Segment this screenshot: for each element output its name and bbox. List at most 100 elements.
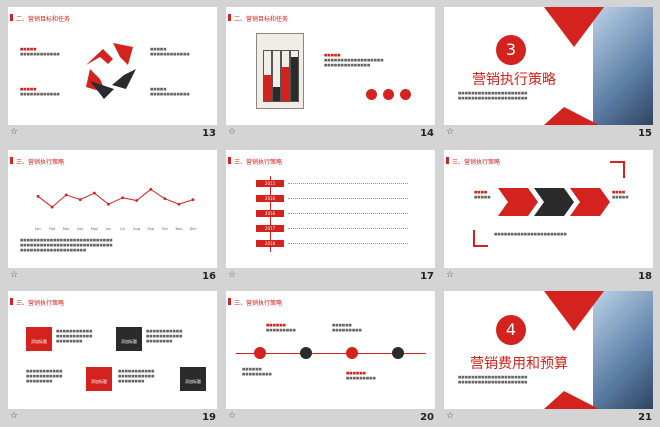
star-icon[interactable]: ☆: [228, 270, 237, 280]
data-point: [50, 205, 54, 209]
star-icon[interactable]: ☆: [10, 127, 19, 137]
text-block: ■■■■■■■■■■■ ■■■■■■■■■■■ ■■■■■■■■: [146, 329, 183, 343]
timeline-entry: [288, 243, 408, 244]
slide-17-canvas: 三、营销执行策略 2015 2016 2016 2017 2018: [226, 150, 435, 268]
cycle-arrows-graphic: [86, 43, 136, 99]
node-icon: [254, 347, 266, 359]
text-block: ■■■■■ ■■■■■■■■■■■■: [150, 87, 190, 96]
slide-21[interactable]: 4 营销费用和预算 ■■■■■■■■■■■■■■■■■■■■■ ■■■■■■■■■…: [444, 291, 653, 427]
slide-15[interactable]: 3 营销执行策略 ■■■■■■■■■■■■■■■■■■■■■ ■■■■■■■■■■…: [444, 7, 653, 143]
slide-footer: ☆ 19: [8, 409, 217, 427]
data-point: [78, 198, 82, 201]
slide-number: 19: [202, 412, 216, 423]
star-icon[interactable]: ☆: [10, 270, 19, 280]
text-block: ■■■■■■■■■■■ ■■■■■■■■■■■ ■■■■■■■■: [118, 369, 155, 383]
node-icon: [346, 347, 358, 359]
x-tick-label: May: [91, 227, 98, 231]
slide-footer: ☆ 21: [444, 409, 653, 427]
x-tick-label: Jan: [34, 227, 40, 231]
dark-block: 添加标题: [180, 367, 206, 391]
slide-20[interactable]: 三、营销执行策略 ■■■■■■ ■■■■■■■■■ ■■■■■■ ■■■■■■■■■…: [226, 291, 435, 427]
building-photo: [593, 291, 653, 409]
star-icon[interactable]: ☆: [446, 270, 455, 280]
star-icon[interactable]: ☆: [446, 411, 455, 421]
slide-footer: ☆ 17: [226, 268, 435, 286]
slide-title: 三、营销执行策略: [9, 298, 65, 307]
text-block: ■■■■■■ ■■■■■■■■■: [346, 371, 376, 380]
circle-icon: [400, 89, 411, 100]
slide-number: 16: [202, 271, 216, 282]
slide-20-canvas: 三、营销执行策略 ■■■■■■ ■■■■■■■■■ ■■■■■■ ■■■■■■■■■…: [226, 291, 435, 409]
slide-number: 21: [638, 412, 652, 423]
node-icon: [392, 347, 404, 359]
slide-footer: ☆ 18: [444, 268, 653, 286]
slide-footer: ☆ 14: [226, 125, 435, 143]
slide-16-canvas: 三、营销执行策略 Jan Feb Mar Apr May Jun Jul Aug Sep Oct N…: [8, 150, 217, 268]
text-block: ■■■■■■ ■■■■■■■■■: [266, 323, 296, 332]
timeline-entry: [288, 183, 408, 184]
data-point: [64, 193, 68, 197]
data-point: [163, 197, 167, 201]
star-icon[interactable]: ☆: [228, 127, 237, 137]
building-photo: [593, 7, 653, 125]
slide-18[interactable]: 三、营销执行策略 ■■■■ ■■■■■ ■■■■ ■■■■■ ■■■■■■■■■■■…: [444, 150, 653, 286]
slide-number: 20: [420, 412, 434, 423]
slide-16[interactable]: 三、营销执行策略 Jan Feb Mar Apr May Jun Jul Aug Sep Oct N…: [8, 150, 217, 286]
text-block: ■■■■ ■■■■■: [474, 190, 491, 199]
slide-19-canvas: 三、营销执行策略 添加标题 添加标题 添加标题 添加标题 ■■■■■■■■■■■…: [8, 291, 217, 409]
text-block: ■■■■■ ■■■■■■■■■■■■■■■■■■ ■■■■■■■■■■■■■■: [324, 53, 384, 67]
slide-title: 二、营销目标和任务: [227, 14, 289, 23]
node-icon: [300, 347, 312, 359]
timeline-entry: [288, 213, 408, 214]
series-line: [37, 188, 194, 208]
x-tick-label: Dec: [190, 227, 197, 231]
x-tick-label: Jun: [105, 227, 111, 231]
section-heading: 营销执行策略: [472, 72, 556, 88]
star-icon[interactable]: ☆: [446, 127, 455, 137]
red-triangle-decoration: [544, 291, 604, 409]
red-block: 添加标题: [86, 367, 112, 391]
slide-footer: ☆ 15: [444, 125, 653, 143]
slide-footer: ☆ 20: [226, 409, 435, 427]
section-number-badge: 4: [496, 315, 526, 345]
data-point: [191, 198, 195, 201]
timeline-year-label: 2015: [256, 180, 284, 187]
timeline-year-label: 2016: [256, 210, 284, 217]
slide-21-canvas: 4 营销费用和预算 ■■■■■■■■■■■■■■■■■■■■■ ■■■■■■■■■…: [444, 291, 653, 409]
star-icon[interactable]: ☆: [10, 411, 19, 421]
red-block: 添加标题: [26, 327, 52, 351]
circle-icon: [383, 89, 394, 100]
notepad-chart-graphic: [256, 33, 304, 109]
slide-title: 三、营销执行策略: [445, 157, 501, 166]
slide-footer: ☆ 13: [8, 125, 217, 143]
text-block: ■■■■■ ■■■■■■■■■■■■: [20, 87, 60, 96]
slide-15-canvas: 3 营销执行策略 ■■■■■■■■■■■■■■■■■■■■■ ■■■■■■■■■■…: [444, 7, 653, 125]
slide-17[interactable]: 三、营销执行策略 2015 2016 2016 2017 2018 ☆ 17: [226, 150, 435, 286]
slide-number: 14: [420, 128, 434, 139]
text-block: ■■■■■■■■■■■ ■■■■■■■■■■■ ■■■■■■■■: [56, 329, 93, 343]
data-point: [121, 196, 124, 200]
circle-icon: [366, 89, 377, 100]
x-tick-label: Jul: [119, 227, 124, 231]
line-chart: Jan Feb Mar Apr May Jun Jul Aug Sep Oct Nov Dec: [34, 187, 197, 231]
text-block: ■■■■■■ ■■■■■■■■■: [332, 323, 362, 332]
x-tick-label: Mar: [63, 227, 70, 231]
slide-title: 二、营销目标和任务: [9, 14, 71, 23]
x-tick-label: Aug: [133, 227, 140, 231]
x-tick-label: Feb: [49, 227, 56, 231]
slide-title: 三、营销执行策略: [227, 157, 283, 166]
slide-number: 18: [638, 271, 652, 282]
slide-14[interactable]: 二、营销目标和任务 ■■■■■ ■■■■■■■■■■■■■■■■■■ ■■■■■■■…: [226, 7, 435, 143]
slide-19[interactable]: 三、营销执行策略 添加标题 添加标题 添加标题 添加标题 ■■■■■■■■■■■…: [8, 291, 217, 427]
slide-13[interactable]: 二、营销目标和任务 ■■■■■ ■■■■■■■■■■■■ ■■■■■ ■■■■■■■…: [8, 7, 217, 143]
text-block: ■■■■ ■■■■■: [612, 190, 629, 199]
slide-13-canvas: 二、营销目标和任务 ■■■■■ ■■■■■■■■■■■■ ■■■■■ ■■■■■■■…: [8, 7, 217, 125]
section-number-badge: 3: [496, 35, 526, 65]
data-point: [107, 202, 110, 206]
red-triangle-decoration: [544, 7, 604, 125]
star-icon[interactable]: ☆: [228, 411, 237, 421]
chevron-process-graphic: [473, 161, 625, 247]
data-point: [36, 194, 40, 198]
text-block: ■■■■■■■■■■■■■■■■■■■■■■■■■■■■■■■■■■■■■■■■…: [458, 375, 528, 384]
timeline-year-label: 2018: [256, 240, 284, 247]
